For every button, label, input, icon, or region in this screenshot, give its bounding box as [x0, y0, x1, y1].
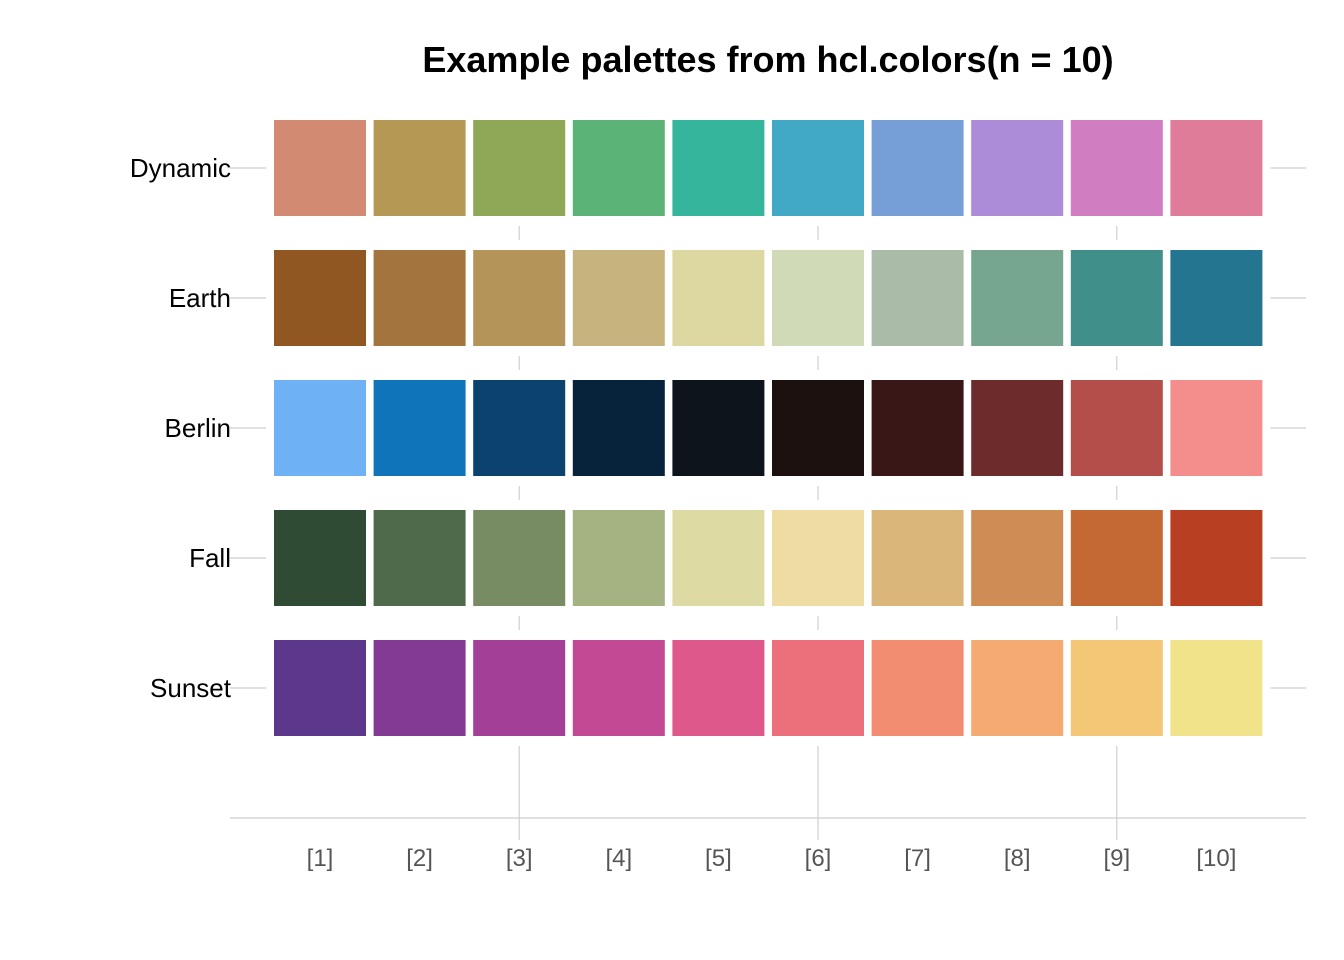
swatch-sunset-3: [473, 640, 566, 736]
swatch-dynamic-2: [373, 120, 466, 216]
swatch-berlin-8: [971, 380, 1064, 476]
swatch-fall-10: [1170, 510, 1263, 606]
swatch-fall-8: [971, 510, 1064, 606]
x-tick-label: [9]: [1103, 845, 1130, 872]
swatch-dynamic-7: [871, 120, 964, 216]
swatch-dynamic-4: [572, 120, 665, 216]
grid-lines: [230, 167, 1306, 840]
swatch-sunset-5: [672, 640, 765, 736]
swatch-earth-8: [971, 250, 1064, 346]
swatch-berlin-5: [672, 380, 765, 476]
x-tick-label: [7]: [904, 845, 931, 872]
x-tick-label: [2]: [406, 845, 433, 872]
x-tick-label: [4]: [605, 845, 632, 872]
swatch-berlin-6: [772, 380, 864, 476]
swatch-earth-7: [871, 250, 964, 346]
swatch-earth-2: [373, 250, 466, 346]
swatch-earth-6: [772, 250, 864, 346]
swatch-earth-5: [672, 250, 765, 346]
swatch-earth-4: [572, 250, 665, 346]
swatch-fall-1: [274, 510, 366, 606]
swatch-dynamic-5: [672, 120, 765, 216]
swatch-berlin-3: [473, 380, 566, 476]
swatch-dynamic-1: [274, 120, 366, 216]
swatch-berlin-7: [871, 380, 964, 476]
swatch-berlin-1: [274, 380, 366, 476]
row-label-berlin: Berlin: [165, 413, 231, 443]
swatch-sunset-9: [1070, 640, 1163, 736]
swatch-fall-9: [1070, 510, 1163, 606]
axis-labels: Dynamic Earth Berlin Fall Sunset [1] [2] [3] [4]…: [130, 153, 1237, 872]
x-tick-label: [5]: [705, 845, 732, 872]
x-tick-label: [1]: [307, 845, 334, 872]
swatch-berlin-2: [373, 380, 466, 476]
swatch-dynamic-10: [1170, 120, 1263, 216]
row-label-sunset: Sunset: [150, 673, 232, 703]
swatch-berlin-10: [1170, 380, 1263, 476]
row-label-dynamic: Dynamic: [130, 153, 231, 183]
swatch-earth-9: [1070, 250, 1163, 346]
swatch-berlin-9: [1070, 380, 1163, 476]
swatch-fall-4: [572, 510, 665, 606]
x-tick-label: [3]: [506, 845, 533, 872]
swatch-berlin-4: [572, 380, 665, 476]
swatch-sunset-7: [871, 640, 964, 736]
swatch-earth-1: [274, 250, 366, 346]
swatch-fall-5: [672, 510, 765, 606]
x-tick-label: [10]: [1196, 845, 1236, 872]
swatch-sunset-1: [274, 640, 366, 736]
chart-title: Example palettes from hcl.colors(n = 10): [422, 39, 1113, 80]
swatch-fall-6: [772, 510, 864, 606]
swatch-sunset-6: [772, 640, 864, 736]
swatch-sunset-2: [373, 640, 466, 736]
swatch-sunset-8: [971, 640, 1064, 736]
swatch-sunset-4: [572, 640, 665, 736]
row-label-fall: Fall: [189, 543, 231, 573]
swatch-fall-3: [473, 510, 566, 606]
swatch-dynamic-9: [1070, 120, 1163, 216]
swatch-fall-2: [373, 510, 466, 606]
x-tick-label: [8]: [1004, 845, 1031, 872]
swatch-dynamic-8: [971, 120, 1064, 216]
swatch-earth-10: [1170, 250, 1263, 346]
swatch-earth-3: [473, 250, 566, 346]
x-tick-label: [6]: [805, 845, 832, 872]
swatch-sunset-10: [1170, 640, 1263, 736]
palette-swatches: [274, 120, 1263, 736]
row-label-earth: Earth: [169, 283, 231, 313]
swatch-fall-7: [871, 510, 964, 606]
swatch-dynamic-3: [473, 120, 566, 216]
swatch-dynamic-6: [772, 120, 864, 216]
